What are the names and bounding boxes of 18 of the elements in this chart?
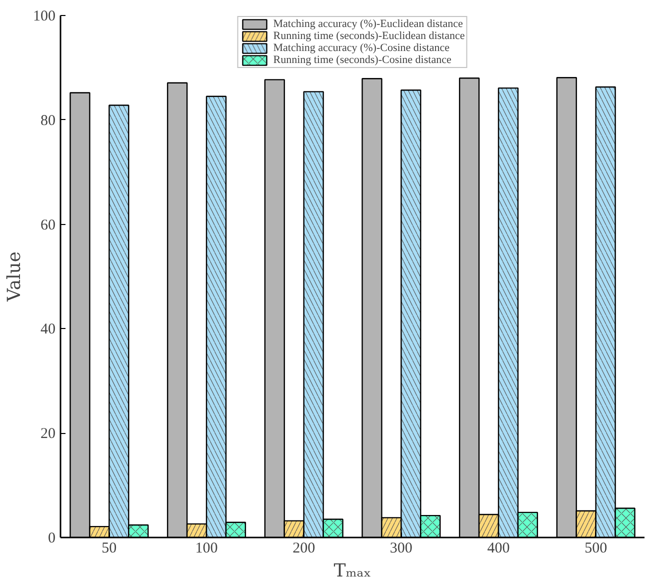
y-tick-label: 80 bbox=[40, 112, 56, 129]
y-axis-title: Value bbox=[4, 251, 25, 303]
x-tick-label: 100 bbox=[195, 540, 218, 556]
x-tick-label: 50 bbox=[102, 540, 117, 556]
legend-label: Running time (seconds)-Euclidean distance bbox=[273, 30, 465, 42]
y-tick-label: 100 bbox=[33, 8, 56, 24]
legend-label: Matching accuracy (%)-Euclidean distance bbox=[273, 18, 463, 30]
legend-label: Running time (seconds)-Cosine distance bbox=[273, 54, 452, 66]
x-tick-label: 500 bbox=[584, 540, 608, 556]
y-tick-label: 0 bbox=[48, 530, 56, 546]
x-tick-label: 400 bbox=[487, 540, 510, 556]
x-tick-label: 200 bbox=[292, 540, 316, 556]
legend-label: Matching accuracy (%)-Cosine distance bbox=[273, 42, 450, 54]
x-tick-label: 300 bbox=[390, 540, 412, 556]
x-axis-title: Tₘₐₓ bbox=[334, 560, 372, 582]
y-tick-label: 20 bbox=[40, 426, 56, 442]
y-tick-label: 40 bbox=[40, 322, 56, 338]
y-tick-label: 60 bbox=[40, 217, 56, 234]
